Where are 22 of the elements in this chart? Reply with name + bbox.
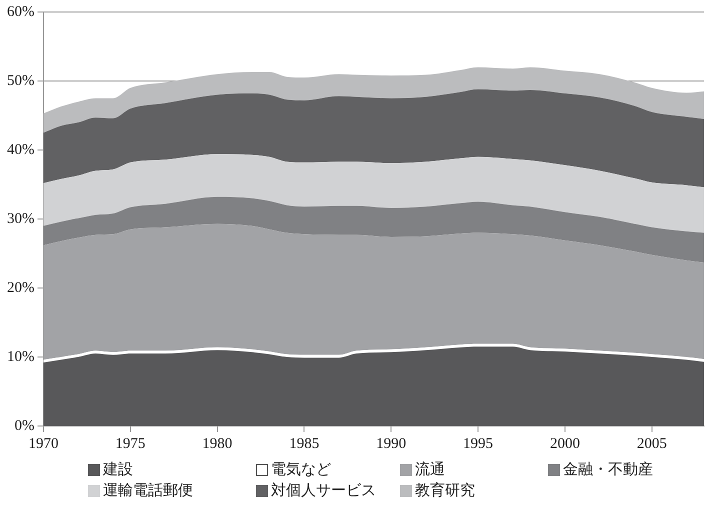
x-tick-label: 2000 xyxy=(550,436,580,452)
x-tick-label: 1975 xyxy=(115,436,146,452)
y-tick-label: 50% xyxy=(6,72,34,89)
x-tick-label: 2005 xyxy=(636,436,667,452)
y-tick-label: 30% xyxy=(6,210,34,227)
x-tick-label: 1970 xyxy=(28,436,58,452)
y-tick-label: 10% xyxy=(6,348,34,365)
y-tick-label: 60% xyxy=(6,4,34,20)
y-tick-label: 20% xyxy=(6,280,34,296)
legend-label: 金融・不動産 xyxy=(563,460,653,479)
x-tick-label: 1995 xyxy=(463,436,494,452)
y-tick-label: 40% xyxy=(6,142,34,158)
legend-label: 対個人サービス xyxy=(271,482,376,500)
legend-label: 運輸電話郵便 xyxy=(103,482,193,500)
x-tick-label: 1990 xyxy=(376,436,406,452)
legend-label: 建設 xyxy=(103,460,133,479)
legend-label: 教育研究 xyxy=(415,481,475,500)
x-tick-label: 1985 xyxy=(289,436,320,452)
y-tick-label: 0% xyxy=(14,418,34,434)
legend-label: 電気など xyxy=(271,461,331,479)
x-tick-label: 1980 xyxy=(202,436,232,452)
legend-label: 流通 xyxy=(415,460,445,479)
